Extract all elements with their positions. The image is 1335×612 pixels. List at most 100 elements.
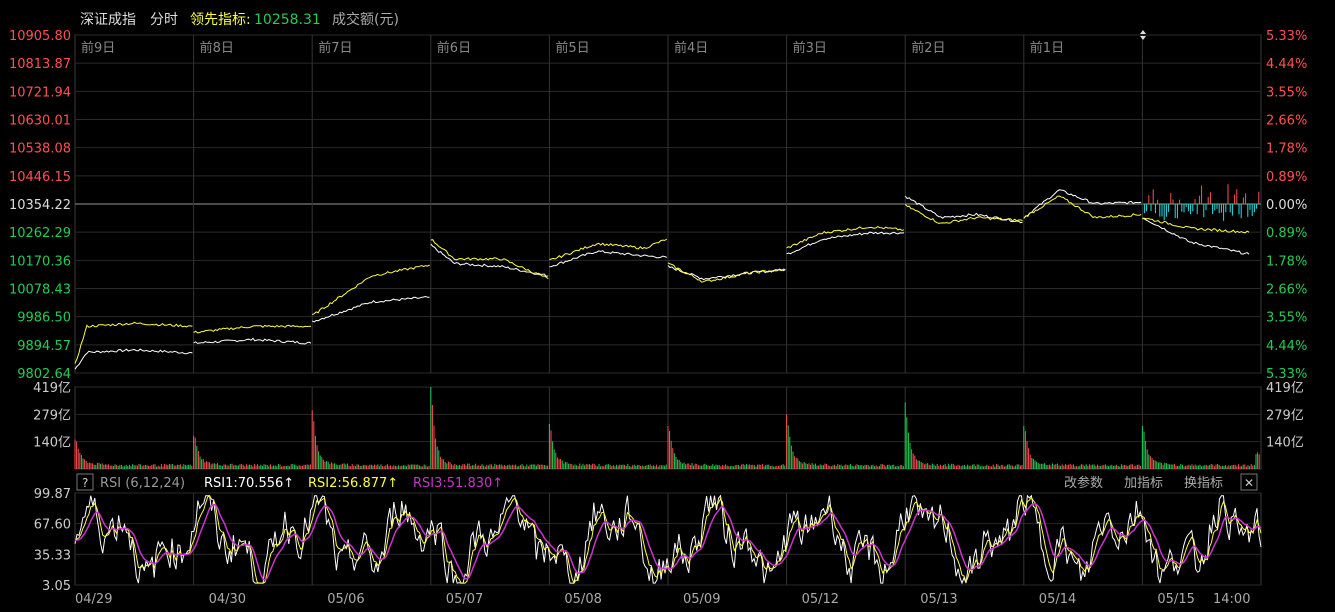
price-tick-label: 10170.36 bbox=[9, 254, 71, 269]
pct-tick-label: 0.89% bbox=[1266, 170, 1307, 185]
date-label: 05/06 bbox=[327, 592, 364, 607]
date-label: 05/15 bbox=[1157, 592, 1194, 607]
rsi2-value: RSI2:56.877↑ bbox=[308, 476, 398, 491]
leading-line bbox=[430, 239, 549, 280]
index-line bbox=[311, 295, 430, 323]
index-line bbox=[1142, 217, 1250, 255]
pct-tick-label: 0.00% bbox=[1266, 198, 1307, 213]
rsi-header: ? RSI (6,12,24) RSI1:70.556↑ RSI2:56.877… bbox=[76, 473, 1258, 491]
index-line bbox=[904, 195, 1023, 224]
rsi-tick-label: 99.87 bbox=[34, 487, 71, 502]
day-label: 前2日 bbox=[911, 40, 945, 56]
pct-tick-label: 1.78% bbox=[1266, 254, 1307, 269]
rsi-help-button[interactable] bbox=[76, 473, 94, 491]
close-icon: ✕ bbox=[1244, 476, 1254, 490]
volume-tick-label-right: 140亿 bbox=[1266, 436, 1304, 451]
price-tick-label: 10813.87 bbox=[9, 57, 71, 72]
pct-tick-label: 0.89% bbox=[1266, 226, 1307, 241]
pct-tick-label: 1.78% bbox=[1266, 142, 1307, 157]
index-name: 深证成指 bbox=[80, 12, 136, 28]
date-label: 05/13 bbox=[920, 592, 957, 607]
time-label: 14:00 bbox=[1213, 592, 1250, 607]
price-tick-label: 10078.43 bbox=[9, 283, 71, 298]
mode-label[interactable]: 分时 bbox=[150, 12, 178, 28]
rsi1-value: RSI1:70.556↑ bbox=[204, 476, 294, 491]
index-line bbox=[430, 243, 549, 277]
drag-handle-icon[interactable] bbox=[1140, 30, 1146, 40]
rsi-panel: 99.87 67.60 35.33 3.05 bbox=[34, 487, 1262, 594]
rsi3-value: RSI3:51.830↑ bbox=[413, 476, 503, 491]
volume-tick-label: 419亿 bbox=[33, 381, 71, 396]
leading-line bbox=[193, 324, 312, 334]
pct-tick-label: 3.55% bbox=[1266, 85, 1307, 100]
day-label: 前4日 bbox=[674, 40, 708, 56]
leading-label: 领先指标: bbox=[190, 12, 251, 28]
index-line bbox=[193, 337, 312, 345]
add-indicator-button[interactable]: 加指标 bbox=[1124, 476, 1163, 491]
leading-line bbox=[312, 264, 430, 315]
volume-tick-label-right: 279亿 bbox=[1266, 408, 1304, 423]
date-label: 05/14 bbox=[1039, 592, 1076, 607]
leading-line bbox=[904, 203, 1023, 224]
price-tick-label: 10630.01 bbox=[9, 114, 71, 129]
leading-line bbox=[74, 321, 193, 364]
pct-tick-label: 5.33% bbox=[1266, 367, 1307, 382]
rsi1-line bbox=[74, 494, 1262, 585]
date-label: 05/07 bbox=[446, 592, 483, 607]
rsi-name: RSI (6,12,24) bbox=[100, 476, 185, 491]
rsi-tick-label: 67.60 bbox=[34, 518, 71, 533]
leading-line bbox=[1142, 217, 1250, 234]
day-label: 前9日 bbox=[81, 40, 115, 56]
price-tick-label: 10721.94 bbox=[9, 85, 71, 100]
rsi-help-label: ? bbox=[82, 476, 88, 490]
pct-tick-label: 2.66% bbox=[1266, 283, 1307, 298]
price-tick-label: 9986.50 bbox=[17, 311, 71, 326]
day-label: 前5日 bbox=[555, 40, 589, 56]
day-label: 前6日 bbox=[437, 40, 471, 56]
rsi3-line bbox=[74, 502, 1262, 581]
price-tick-label: 10538.08 bbox=[9, 142, 71, 157]
date-label: 05/09 bbox=[683, 592, 720, 607]
day-label: 前1日 bbox=[1030, 40, 1064, 56]
rsi2-line bbox=[74, 494, 1262, 585]
volume-tick-label: 140亿 bbox=[33, 436, 71, 451]
date-axis: 04/29 04/30 05/06 05/07 05/08 05/09 05/12 05/13… bbox=[75, 592, 1250, 607]
volume-panel: 419亿 419亿 279亿 279亿 140亿 140亿 bbox=[33, 381, 1304, 470]
index-line bbox=[1023, 189, 1142, 219]
pct-tick-label: 2.66% bbox=[1266, 114, 1307, 129]
date-label: 05/08 bbox=[564, 592, 601, 607]
index-line bbox=[74, 348, 193, 370]
leading-line bbox=[1023, 195, 1142, 219]
price-tick-label: 9894.57 bbox=[17, 339, 71, 354]
pct-tick-label: 5.33% bbox=[1266, 29, 1307, 44]
volume-label: 成交额(元) bbox=[332, 11, 399, 28]
pct-tick-label: 4.44% bbox=[1266, 57, 1307, 72]
switch-indicator-button[interactable]: 换指标 bbox=[1184, 476, 1223, 491]
pct-tick-label: 4.44% bbox=[1266, 339, 1307, 354]
volume-tick-label-right: 419亿 bbox=[1266, 381, 1304, 396]
leading-line bbox=[549, 238, 668, 260]
index-line bbox=[549, 250, 667, 268]
day-label: 前7日 bbox=[318, 40, 352, 56]
price-tick-label: 10905.80 bbox=[9, 29, 71, 44]
price-tick-label: 10354.22 bbox=[9, 198, 71, 213]
leading-line bbox=[786, 226, 905, 249]
edit-params-button[interactable]: 改参数 bbox=[1064, 475, 1103, 491]
index-line bbox=[786, 231, 905, 255]
pct-tick-label: 3.55% bbox=[1266, 311, 1307, 326]
date-label: 04/30 bbox=[209, 592, 246, 607]
price-tick-label: 10262.29 bbox=[9, 226, 71, 241]
header-bar: 深证成指 分时 领先指标: 10258.31 成交额(元) bbox=[80, 11, 399, 28]
leading-line bbox=[667, 262, 786, 283]
close-button[interactable] bbox=[1240, 473, 1258, 491]
price-tick-label: 10446.15 bbox=[9, 170, 71, 185]
rsi-tick-label: 3.05 bbox=[42, 579, 71, 594]
price-tick-label: 9802.64 bbox=[17, 367, 71, 382]
price-panel: 10905.80 5.33% 10813.87 4.44% 10721.94 3.55% 1… bbox=[9, 29, 1307, 382]
volume-tick-label: 279亿 bbox=[33, 408, 71, 423]
day-label: 前8日 bbox=[200, 40, 234, 56]
day-label: 前3日 bbox=[793, 40, 827, 56]
rsi-tick-label: 35.33 bbox=[34, 548, 71, 563]
date-label: 05/12 bbox=[802, 592, 839, 607]
